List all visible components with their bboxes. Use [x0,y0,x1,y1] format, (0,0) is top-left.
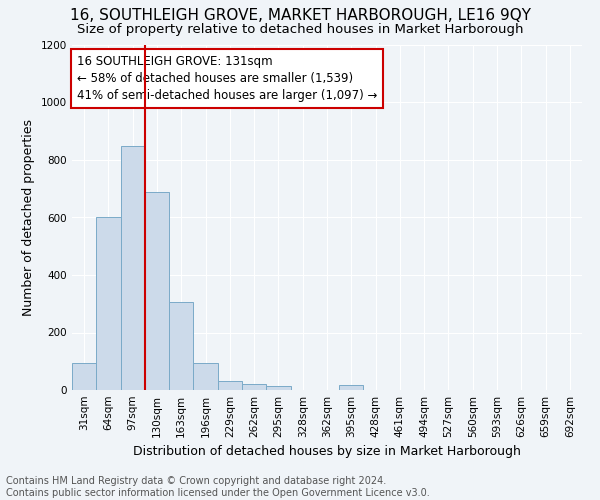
Text: Contains HM Land Registry data © Crown copyright and database right 2024.
Contai: Contains HM Land Registry data © Crown c… [6,476,430,498]
Bar [242,384,266,390]
Y-axis label: Number of detached properties: Number of detached properties [22,119,35,316]
Text: 16, SOUTHLEIGH GROVE, MARKET HARBOROUGH, LE16 9QY: 16, SOUTHLEIGH GROVE, MARKET HARBOROUGH,… [70,8,530,22]
Bar [96,218,121,390]
Bar [145,192,169,390]
Text: Size of property relative to detached houses in Market Harborough: Size of property relative to detached ho… [77,22,523,36]
Bar [121,146,145,390]
Bar [72,362,96,390]
Bar [169,302,193,390]
X-axis label: Distribution of detached houses by size in Market Harborough: Distribution of detached houses by size … [133,446,521,458]
Bar [339,385,364,390]
Bar [193,362,218,390]
Bar [218,381,242,390]
Bar [266,386,290,390]
Text: 16 SOUTHLEIGH GROVE: 131sqm
← 58% of detached houses are smaller (1,539)
41% of : 16 SOUTHLEIGH GROVE: 131sqm ← 58% of det… [77,56,377,102]
